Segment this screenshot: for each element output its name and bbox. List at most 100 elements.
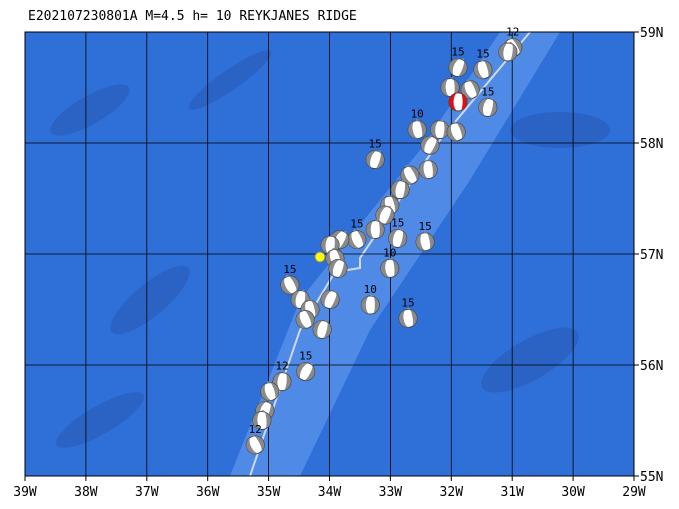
beachball-quadrant bbox=[329, 290, 339, 309]
lat-label: 57N bbox=[640, 248, 663, 263]
depth-label: 15 bbox=[283, 263, 296, 276]
epicenter-marker bbox=[314, 251, 326, 263]
beachball-quadrant bbox=[441, 78, 451, 97]
focal-mechanism bbox=[360, 294, 380, 315]
beachball-quadrant bbox=[261, 409, 271, 429]
depth-label: 15 bbox=[391, 216, 404, 229]
focal-mechanism bbox=[365, 219, 385, 240]
depth-label: 15 bbox=[299, 350, 312, 363]
focal-mechanism bbox=[418, 159, 438, 180]
beachball-quadrant bbox=[301, 309, 314, 326]
beachball-quadrant bbox=[296, 362, 310, 380]
beachball-quadrant bbox=[370, 294, 380, 314]
focal-mechanism bbox=[440, 77, 460, 97]
beachball-quadrant bbox=[457, 91, 467, 111]
beachball-quadrant bbox=[400, 167, 415, 185]
beachball-quadrant bbox=[246, 436, 260, 454]
depth-label: 10 bbox=[364, 283, 377, 296]
focal-mechanism bbox=[478, 97, 498, 117]
beachball-quadrant bbox=[421, 136, 434, 154]
beachball-quadrant bbox=[416, 232, 427, 251]
lon-label: 30W bbox=[561, 485, 585, 500]
depth-label: 10 bbox=[383, 246, 396, 259]
focal-mechanism bbox=[420, 135, 440, 155]
beachball-quadrant bbox=[419, 160, 430, 179]
beachball-quadrant bbox=[366, 150, 378, 169]
main-focal-mechanism bbox=[448, 91, 468, 112]
focal-mechanism bbox=[320, 290, 340, 310]
lat-label: 58N bbox=[640, 137, 663, 152]
depth-label: 10 bbox=[411, 108, 424, 121]
beachball-quadrant bbox=[427, 159, 438, 178]
events bbox=[245, 37, 523, 455]
beachball-quadrant bbox=[296, 311, 309, 329]
lon-label: 33W bbox=[379, 485, 403, 500]
focal-mechanism bbox=[245, 434, 265, 455]
focal-mechanism bbox=[380, 257, 400, 278]
beachball-quadrant bbox=[405, 165, 419, 181]
plate-boundary bbox=[249, 31, 531, 477]
focal-mechanism bbox=[295, 309, 315, 329]
focal-mechanism bbox=[388, 228, 408, 248]
depth-label: 15 bbox=[401, 296, 414, 309]
beachball-quadrant bbox=[347, 231, 361, 249]
depth-label: 15 bbox=[418, 220, 431, 233]
beachball-quadrant bbox=[408, 120, 419, 139]
beachball-quadrant bbox=[338, 230, 349, 249]
focal-mechanism bbox=[347, 229, 367, 250]
beachball-quadrant bbox=[466, 79, 480, 96]
lon-label: 37W bbox=[135, 485, 159, 500]
focal-mechanism bbox=[400, 165, 420, 185]
beachball-quadrant bbox=[265, 401, 274, 420]
beachball-quadrant bbox=[291, 290, 302, 309]
frame bbox=[24, 31, 635, 477]
beachball-quadrant bbox=[366, 220, 376, 239]
focal-mechanism bbox=[473, 59, 493, 80]
lon-label: 34W bbox=[318, 485, 342, 500]
beachball-quadrant bbox=[449, 77, 459, 96]
focal-mechanism bbox=[390, 179, 410, 200]
lat-label: 55N bbox=[640, 470, 663, 485]
beachball-quadrant bbox=[447, 123, 460, 141]
deep-patches bbox=[50, 50, 610, 448]
depth-label: 12 bbox=[275, 360, 288, 373]
focal-mechanism bbox=[498, 41, 518, 62]
focal-mechanism bbox=[252, 409, 272, 430]
beachball-quadrant bbox=[489, 97, 497, 117]
lat-label: 59N bbox=[640, 26, 663, 41]
map-title: E202107230801A M=4.5 h= 10 REYKJANES RID… bbox=[28, 9, 357, 24]
beachball-quadrant bbox=[260, 383, 273, 401]
depth-label: 15 bbox=[369, 138, 382, 151]
lon-label: 31W bbox=[500, 485, 524, 500]
focal-mechanism bbox=[407, 119, 427, 140]
depth-label: 15 bbox=[350, 218, 363, 231]
beachball-quadrant bbox=[387, 194, 399, 213]
beachball-quadrant bbox=[375, 150, 384, 169]
beachball-quadrant bbox=[313, 320, 325, 339]
focal-mechanism bbox=[312, 319, 332, 339]
beachball-quadrant bbox=[399, 309, 410, 328]
beachball-quadrant bbox=[406, 307, 417, 327]
beachball-quadrant bbox=[415, 119, 427, 138]
beachball-quadrant bbox=[473, 61, 486, 79]
lon-label: 39W bbox=[13, 485, 37, 500]
beachball-quadrant bbox=[389, 257, 399, 277]
beachball-quadrant bbox=[361, 296, 371, 315]
beachball-quadrant bbox=[384, 205, 394, 225]
depth-label: 15 bbox=[476, 48, 489, 61]
lon-label: 36W bbox=[196, 485, 220, 500]
beachball-quadrant bbox=[321, 236, 331, 255]
beachball-quadrant bbox=[457, 58, 467, 77]
beachball-quadrant bbox=[380, 259, 391, 278]
beachball-quadrant bbox=[280, 277, 295, 295]
beachball-quadrant bbox=[375, 206, 389, 224]
lon-label: 35W bbox=[257, 485, 281, 500]
beachball-quadrant bbox=[508, 37, 522, 54]
depth-label: 12 bbox=[249, 423, 262, 436]
beachball-quadrant bbox=[321, 290, 334, 308]
focal-mechanism bbox=[415, 231, 435, 252]
depth-label: 15 bbox=[451, 46, 464, 59]
beachball-quadrant bbox=[461, 81, 474, 99]
